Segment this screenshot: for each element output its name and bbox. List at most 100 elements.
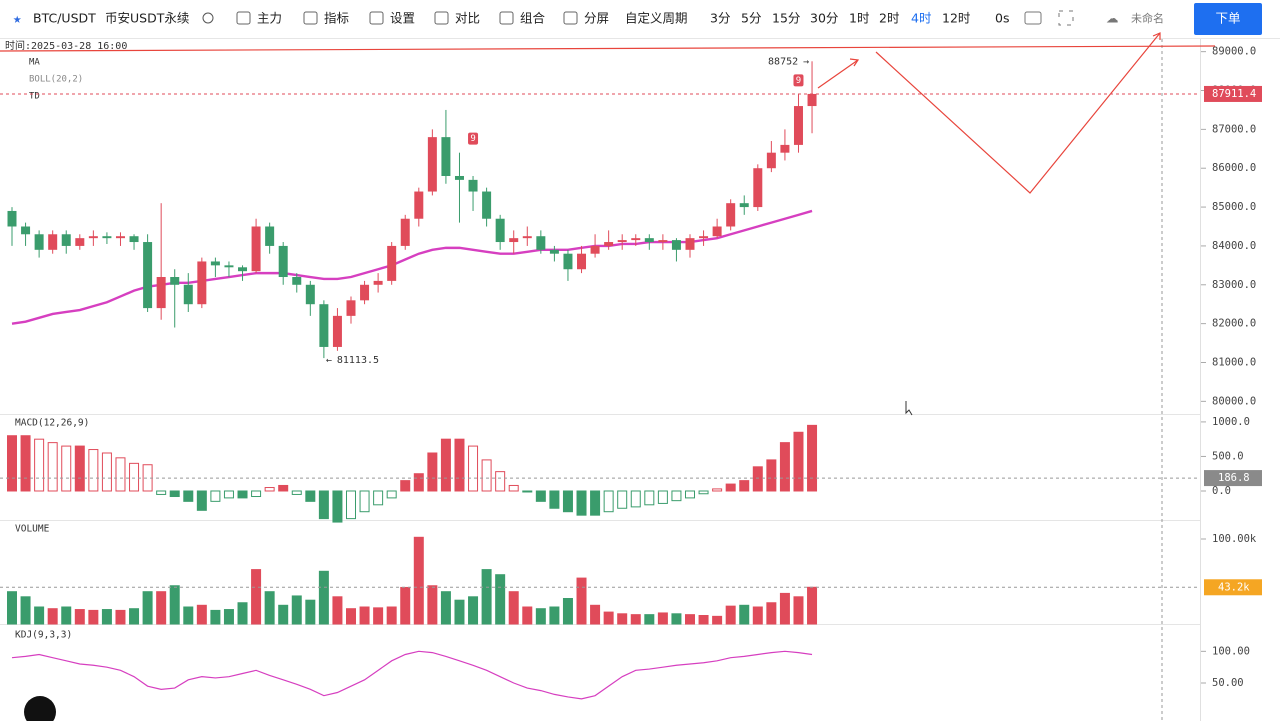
period[interactable]: 12时 [942, 11, 971, 26]
candle-body [685, 238, 695, 250]
candle-body [577, 253, 587, 270]
td-box [793, 74, 804, 87]
macd-bar [237, 490, 248, 499]
search-icon[interactable] [202, 12, 214, 24]
candle-body [115, 236, 125, 239]
y-tick-label: 89000.0 [1212, 46, 1256, 58]
period[interactable]: 15分 [772, 11, 800, 26]
candle-body [468, 179, 478, 192]
indicator: BOLL(20,2) [29, 75, 83, 85]
volume-bar [779, 592, 790, 625]
symbol[interactable]: BTC/USDT [33, 11, 96, 26]
macd-bar [88, 449, 99, 492]
item-icon[interactable] [434, 11, 449, 25]
candle-body [360, 284, 370, 301]
toolbar-item[interactable]: 指标 [324, 11, 349, 26]
toolbar-item[interactable]: 对比 [455, 11, 480, 26]
volume-bar [20, 596, 31, 625]
macd-bar [793, 431, 804, 492]
macd-bar [101, 452, 112, 492]
macd-bar [359, 490, 370, 513]
macd-bar [807, 424, 818, 492]
volume-bar [712, 615, 723, 625]
period[interactable]: 4时 [911, 11, 932, 26]
star-icon[interactable]: ★ [13, 11, 22, 27]
period[interactable]: 2时 [879, 11, 900, 26]
logo [24, 696, 56, 721]
item-icon[interactable] [563, 11, 578, 25]
macd-bar [481, 459, 492, 492]
candle-body [753, 168, 763, 208]
volume-bar [34, 606, 45, 625]
camera-icon[interactable] [1024, 11, 1042, 25]
macd-bar [712, 488, 723, 492]
last-value: 186.8 [1218, 472, 1250, 484]
candle-body [549, 249, 559, 254]
candle-body [590, 245, 600, 254]
candle-body [644, 238, 654, 243]
toolbar-item[interactable]: 设置 [390, 11, 415, 26]
macd-bar [373, 490, 384, 506]
volume-bar [210, 609, 221, 625]
macd-bar [47, 442, 58, 492]
cloud-icon[interactable]: ☁ [1106, 11, 1119, 26]
candle-body [238, 267, 248, 272]
td-count: 9 [796, 76, 801, 86]
layout-name[interactable]: 未命名 [1131, 11, 1164, 25]
y-tick-label: 100.00 [1212, 645, 1250, 657]
candle-body [251, 226, 261, 272]
order-button-label[interactable]: 下单 [1215, 11, 1240, 26]
toolbar-item[interactable]: 主力 [257, 11, 282, 26]
pane-title: VOLUME [15, 524, 50, 535]
macd-bar [169, 490, 180, 498]
candle-body [780, 144, 790, 153]
volume-bar [237, 602, 248, 625]
pane-title: MACD(12,26,9) [15, 418, 89, 429]
candle-body [454, 175, 464, 180]
candle-body [482, 191, 492, 219]
volume-bar [400, 586, 411, 625]
candle-body [509, 238, 519, 243]
order-button[interactable] [1194, 3, 1262, 35]
toolbar-item[interactable]: 分屏 [584, 11, 609, 26]
macd-bar [617, 490, 628, 509]
custom-period[interactable]: 自定义周期 [625, 11, 688, 26]
macd-bar [685, 490, 695, 499]
volume-bar [590, 604, 601, 625]
period[interactable]: 3分 [710, 11, 730, 26]
candle-body [536, 236, 546, 250]
item-icon[interactable] [499, 11, 514, 25]
period[interactable]: 30分 [810, 11, 838, 26]
toolbar-item[interactable]: 组合 [520, 11, 546, 26]
macd-bar [739, 480, 750, 492]
countdown: 0s [995, 11, 1009, 26]
macd-bar [305, 490, 316, 502]
macd-bar [346, 490, 356, 520]
volume-bar [169, 585, 180, 625]
volume-bar [386, 606, 397, 625]
period[interactable]: 1时 [849, 11, 870, 26]
item-icon[interactable] [369, 11, 384, 25]
y-tick-label: 81000.0 [1212, 356, 1256, 368]
candle-body [699, 236, 709, 239]
period[interactable]: 5分 [741, 11, 761, 26]
candle-body [793, 106, 803, 145]
arrow: → [803, 56, 809, 67]
item-icon[interactable] [236, 11, 251, 25]
macd-bar [508, 484, 519, 492]
exchange[interactable]: 币安USDT永续 [105, 11, 189, 26]
macd-bar [264, 487, 275, 492]
candle-body [427, 137, 437, 192]
volume-bar [739, 604, 750, 625]
volume-bar [413, 536, 424, 625]
volume-bar [440, 591, 451, 625]
fullscreen-icon[interactable] [1058, 10, 1074, 26]
candle-body [739, 203, 749, 208]
macd-bar [766, 459, 777, 492]
td-count: 9 [470, 134, 475, 144]
item-icon[interactable] [303, 11, 318, 25]
candle-body [48, 234, 58, 250]
candle-body [170, 277, 180, 285]
macd-bar [671, 490, 682, 502]
candle-body [224, 265, 234, 268]
